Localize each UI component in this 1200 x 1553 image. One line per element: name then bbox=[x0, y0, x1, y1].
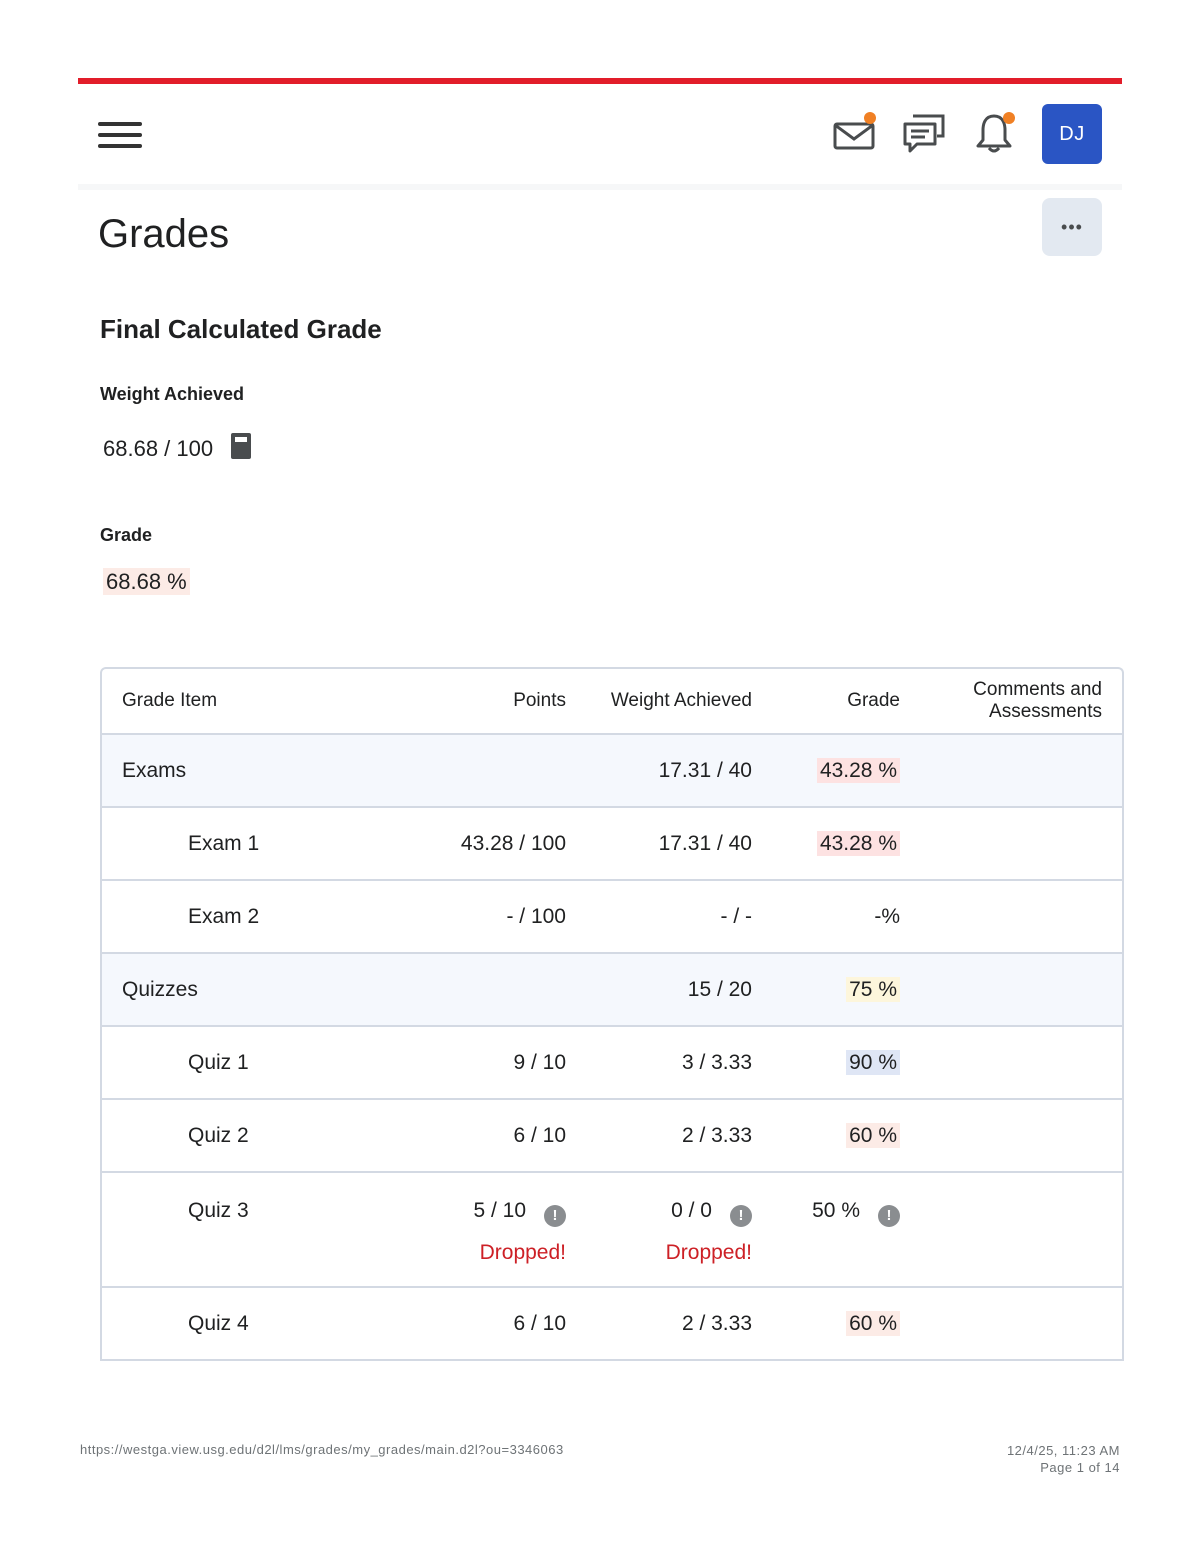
header-grade: Grade bbox=[752, 669, 900, 735]
bell-icon[interactable] bbox=[971, 110, 1017, 156]
row-comments bbox=[900, 953, 1122, 1027]
row-weight: 0 / 0! Dropped! bbox=[566, 1172, 752, 1288]
row-item: Quiz 2 bbox=[102, 1099, 418, 1173]
grade-badge: 75 % bbox=[846, 976, 900, 1002]
table-row-quiz-1: Quiz 1 9 / 10 3 / 3.33 90 % bbox=[102, 1026, 1122, 1100]
row-item-text: Quiz 3 bbox=[188, 1199, 249, 1222]
row-points: 5 / 10! Dropped! bbox=[418, 1172, 566, 1288]
more-options-button[interactable]: ••• bbox=[1042, 198, 1102, 256]
table-row-exam-1: Exam 1 43.28 / 100 17.31 / 40 43.28 % bbox=[102, 807, 1122, 881]
row-item: Exam 2 bbox=[102, 880, 418, 954]
table-row-quizzes: Quizzes 15 / 20 75 % bbox=[102, 953, 1122, 1027]
calculator-icon[interactable] bbox=[231, 433, 252, 459]
row-grade: 43.28 % bbox=[752, 807, 900, 881]
row-comments bbox=[900, 1099, 1122, 1173]
table-row-quiz-4: Quiz 4 6 / 10 2 / 3.33 60 % bbox=[102, 1287, 1122, 1361]
row-weight: 17.31 / 40 bbox=[566, 734, 752, 808]
row-weight: - / - bbox=[566, 880, 752, 954]
grade-label: Grade bbox=[100, 525, 153, 545]
final-grade-heading: Final Calculated Grade bbox=[100, 314, 382, 344]
grade-badge: 43.28 % bbox=[816, 757, 900, 783]
row-item: Quiz 4 bbox=[102, 1287, 418, 1361]
footer-url: https://westga.view.usg.edu/d2l/lms/grad… bbox=[80, 1442, 564, 1457]
row-item: Quizzes bbox=[102, 953, 418, 1027]
weight-cell: 0 / 0! Dropped! bbox=[566, 1199, 752, 1265]
row-weight: 2 / 3.33 bbox=[566, 1287, 752, 1361]
row-item: Quiz 1 bbox=[102, 1026, 418, 1100]
row-grade: 50 %! bbox=[752, 1172, 900, 1288]
mail-icon[interactable] bbox=[832, 110, 878, 156]
grade-value: 68.68 % bbox=[103, 568, 190, 595]
row-grade: -% bbox=[752, 880, 900, 954]
info-icon[interactable]: ! bbox=[878, 1205, 900, 1227]
table-row-exam-2: Exam 2 - / 100 - / - -% bbox=[102, 880, 1122, 954]
row-points: 43.28 / 100 bbox=[418, 807, 566, 881]
row-comments bbox=[900, 1172, 1122, 1288]
row-comments bbox=[900, 880, 1122, 954]
points-cell: 5 / 10! Dropped! bbox=[418, 1199, 566, 1265]
chat-icon[interactable] bbox=[901, 110, 947, 156]
weight-text: 0 / 0 bbox=[671, 1199, 712, 1222]
row-grade: 60 % bbox=[752, 1287, 900, 1361]
row-comments bbox=[900, 1287, 1122, 1361]
row-points bbox=[418, 953, 566, 1027]
top-navbar: DJ bbox=[78, 84, 1122, 190]
grade-text: 50 % bbox=[812, 1199, 860, 1222]
table-row-quiz-2: Quiz 2 6 / 10 2 / 3.33 60 % bbox=[102, 1099, 1122, 1173]
final-grade-badge: 68.68 % bbox=[103, 568, 190, 595]
brand-accent-bar bbox=[78, 78, 1122, 84]
row-comments bbox=[900, 1026, 1122, 1100]
row-grade: 43.28 % bbox=[752, 734, 900, 808]
row-grade: 60 % bbox=[752, 1099, 900, 1173]
header-weight-achieved: Weight Achieved bbox=[566, 669, 752, 735]
weight-achieved-text: 68.68 / 100 bbox=[103, 436, 214, 461]
footer-datetime: 12/4/25, 11:23 AM bbox=[1006, 1443, 1120, 1458]
row-weight: 2 / 3.33 bbox=[566, 1099, 752, 1173]
points-text: 5 / 10 bbox=[473, 1199, 526, 1222]
grade-badge: 60 % bbox=[846, 1122, 900, 1148]
row-weight: 15 / 20 bbox=[566, 953, 752, 1027]
grade-badge: 60 % bbox=[846, 1310, 900, 1336]
dropped-label: Dropped! bbox=[479, 1241, 566, 1264]
row-points: 6 / 10 bbox=[418, 1099, 566, 1173]
page-title: Grades bbox=[98, 212, 230, 256]
row-points: 9 / 10 bbox=[418, 1026, 566, 1100]
table-row-quiz-3: Quiz 3 5 / 10! Dropped! 0 / 0! Dropped! bbox=[102, 1172, 1122, 1288]
weight-achieved-label: Weight Achieved bbox=[100, 384, 245, 404]
row-points: - / 100 bbox=[418, 880, 566, 954]
row-item: Quiz 3 bbox=[102, 1172, 418, 1288]
row-item: Exam 1 bbox=[102, 807, 418, 881]
row-weight: 3 / 3.33 bbox=[566, 1026, 752, 1100]
row-grade: 90 % bbox=[752, 1026, 900, 1100]
row-weight: 17.31 / 40 bbox=[566, 807, 752, 881]
grade-badge: 90 % bbox=[846, 1049, 900, 1075]
row-comments bbox=[900, 734, 1122, 808]
hamburger-menu-icon[interactable] bbox=[98, 120, 142, 150]
header-comments: Comments and Assessments bbox=[900, 669, 1122, 735]
row-item: Exams bbox=[102, 734, 418, 808]
row-comments bbox=[900, 807, 1122, 881]
weight-achieved-value: 68.68 / 100 bbox=[103, 433, 252, 462]
footer-page-number: Page 1 of 14 bbox=[1040, 1460, 1120, 1475]
header-grade-item: Grade Item bbox=[102, 669, 418, 735]
info-icon[interactable]: ! bbox=[544, 1205, 566, 1227]
table-header-row: Grade Item Points Weight Achieved Grade … bbox=[102, 669, 1122, 735]
dropped-label: Dropped! bbox=[665, 1241, 752, 1264]
table-row-exams: Exams 17.31 / 40 43.28 % bbox=[102, 734, 1122, 808]
grade-badge: 43.28 % bbox=[816, 830, 900, 856]
row-points: 6 / 10 bbox=[418, 1287, 566, 1361]
grades-table: Grade Item Points Weight Achieved Grade … bbox=[100, 667, 1124, 1361]
info-icon[interactable]: ! bbox=[730, 1205, 752, 1227]
row-grade: 75 % bbox=[752, 953, 900, 1027]
footer-meta: 12/4/25, 11:23 AM Page 1 of 14 bbox=[1007, 1442, 1120, 1476]
grade-cell: 50 %! bbox=[752, 1199, 900, 1227]
row-points bbox=[418, 734, 566, 808]
user-avatar[interactable]: DJ bbox=[1042, 104, 1102, 164]
header-points: Points bbox=[418, 669, 566, 735]
